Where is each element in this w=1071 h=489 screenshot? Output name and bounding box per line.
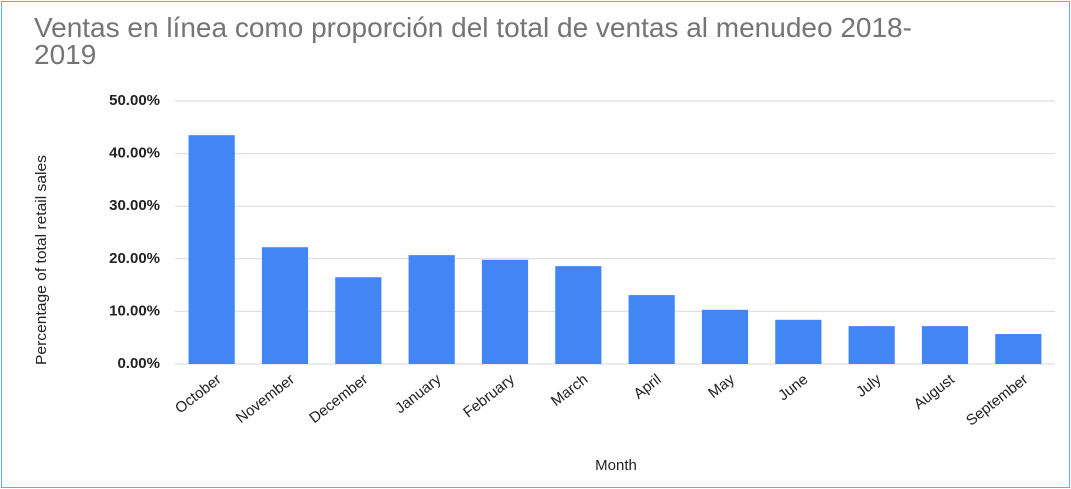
y-tick-label: 0.00%: [117, 355, 160, 372]
y-tick-label: 40.00%: [109, 145, 160, 162]
x-tick-label: July: [853, 371, 885, 401]
bar: [188, 135, 235, 364]
x-axis-label: Month: [595, 457, 637, 474]
y-axis-label: Percentage of total retail sales: [33, 155, 50, 365]
bar: [848, 326, 895, 364]
bar: [921, 326, 969, 364]
bar: [775, 319, 822, 364]
bar: [408, 255, 455, 364]
y-tick-label: 30.00%: [109, 197, 160, 214]
x-tick-label: June: [775, 371, 811, 404]
x-tick-label: October: [172, 371, 225, 417]
x-tick-label: May: [705, 371, 738, 402]
bar: [628, 295, 675, 364]
bar: [555, 266, 602, 364]
x-tick-label: November: [233, 371, 298, 427]
x-tick-label: January: [392, 371, 445, 418]
y-tick-label: 50.00%: [109, 92, 160, 109]
bar: [335, 277, 382, 364]
x-tick-label: August: [911, 370, 959, 413]
x-tick-label: December: [306, 371, 371, 427]
bar: [481, 259, 529, 364]
chart-title: Ventas en línea como proporción del tota…: [34, 12, 912, 70]
x-tick-label: September: [963, 371, 1031, 430]
bar: [261, 247, 309, 364]
x-tick-label: April: [630, 371, 664, 403]
y-tick-label: 20.00%: [109, 250, 160, 267]
x-tick-label: February: [460, 371, 518, 422]
bar: [701, 309, 749, 364]
x-tick-label: March: [548, 371, 591, 410]
bar: [995, 334, 1042, 364]
y-tick-label: 10.00%: [109, 302, 160, 319]
